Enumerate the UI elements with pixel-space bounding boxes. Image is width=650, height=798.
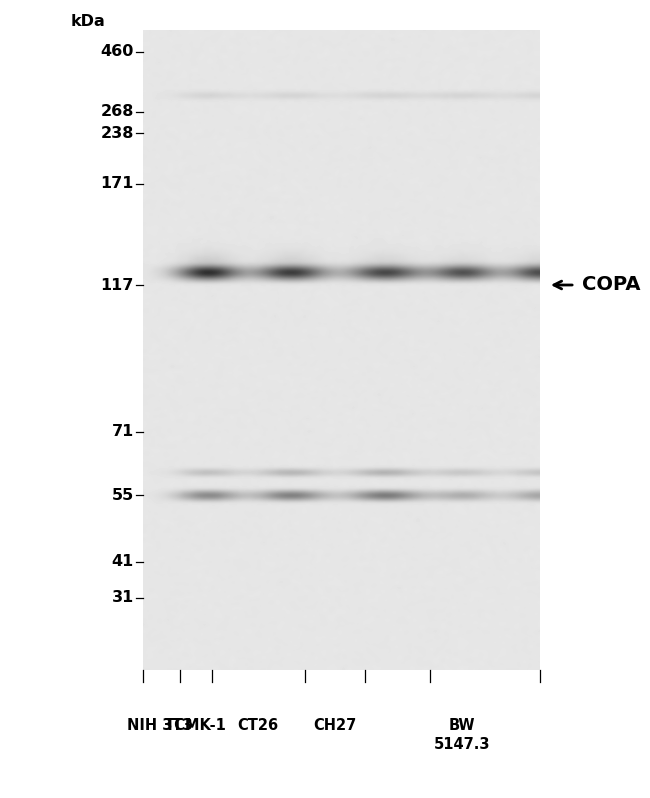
Text: 71: 71 <box>112 425 134 440</box>
Text: 117: 117 <box>101 278 134 293</box>
Text: CH27: CH27 <box>313 718 357 733</box>
Text: TCMK-1: TCMK-1 <box>165 718 227 733</box>
Text: 238: 238 <box>101 125 134 140</box>
Text: 460: 460 <box>101 45 134 60</box>
Text: 31: 31 <box>112 591 134 606</box>
Text: 171: 171 <box>101 176 134 192</box>
Text: kDa: kDa <box>70 14 105 29</box>
Text: 41: 41 <box>112 555 134 570</box>
Text: 55: 55 <box>112 488 134 503</box>
Text: CT26: CT26 <box>237 718 279 733</box>
Text: 268: 268 <box>101 105 134 120</box>
Text: BW
5147.3: BW 5147.3 <box>434 718 490 752</box>
Text: COPA: COPA <box>582 275 640 294</box>
Text: NIH 3T3: NIH 3T3 <box>127 718 193 733</box>
